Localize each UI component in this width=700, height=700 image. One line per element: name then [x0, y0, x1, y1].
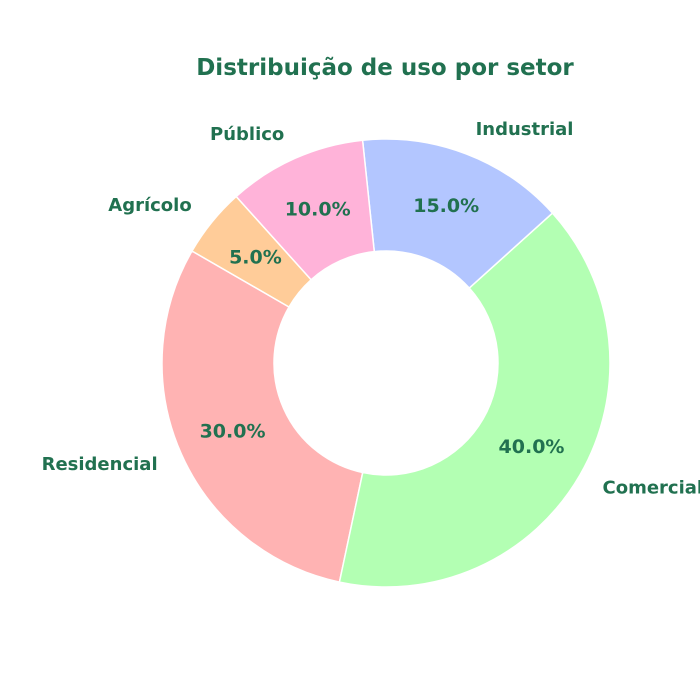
category-label: Público	[210, 124, 284, 145]
slice-industrial	[361, 138, 554, 290]
pct-label: 40.0%	[499, 436, 565, 458]
category-label: Industrial	[476, 119, 574, 140]
pct-label: 10.0%	[285, 199, 351, 221]
pct-label: 30.0%	[200, 420, 266, 442]
slice-residencial	[161, 249, 364, 583]
pct-label: 5.0%	[229, 246, 282, 268]
chart-slices	[161, 138, 611, 588]
pct-label: 15.0%	[413, 195, 479, 217]
slice-comercial	[338, 212, 611, 588]
chart-labels: 30.0% Residencial 40.0% Comercial 15.0% Indus…	[42, 119, 700, 498]
category-label: Residencial	[42, 454, 158, 475]
chart-title: Distribuição de uso por setor	[196, 55, 574, 81]
category-label: Comercial	[603, 478, 700, 499]
category-label: Agrícolo	[108, 195, 191, 216]
slice-agricolo	[190, 195, 313, 309]
